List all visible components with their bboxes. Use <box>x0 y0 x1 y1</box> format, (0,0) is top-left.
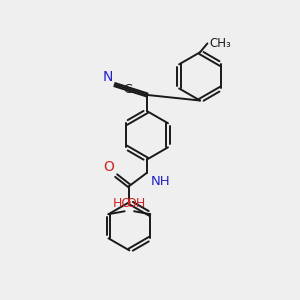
Text: O: O <box>103 160 114 174</box>
Text: C: C <box>124 83 132 96</box>
Text: N: N <box>102 70 112 84</box>
Text: HO: HO <box>113 197 132 210</box>
Text: CH₃: CH₃ <box>209 37 231 50</box>
Text: NH: NH <box>151 175 170 188</box>
Text: OH: OH <box>126 197 146 210</box>
